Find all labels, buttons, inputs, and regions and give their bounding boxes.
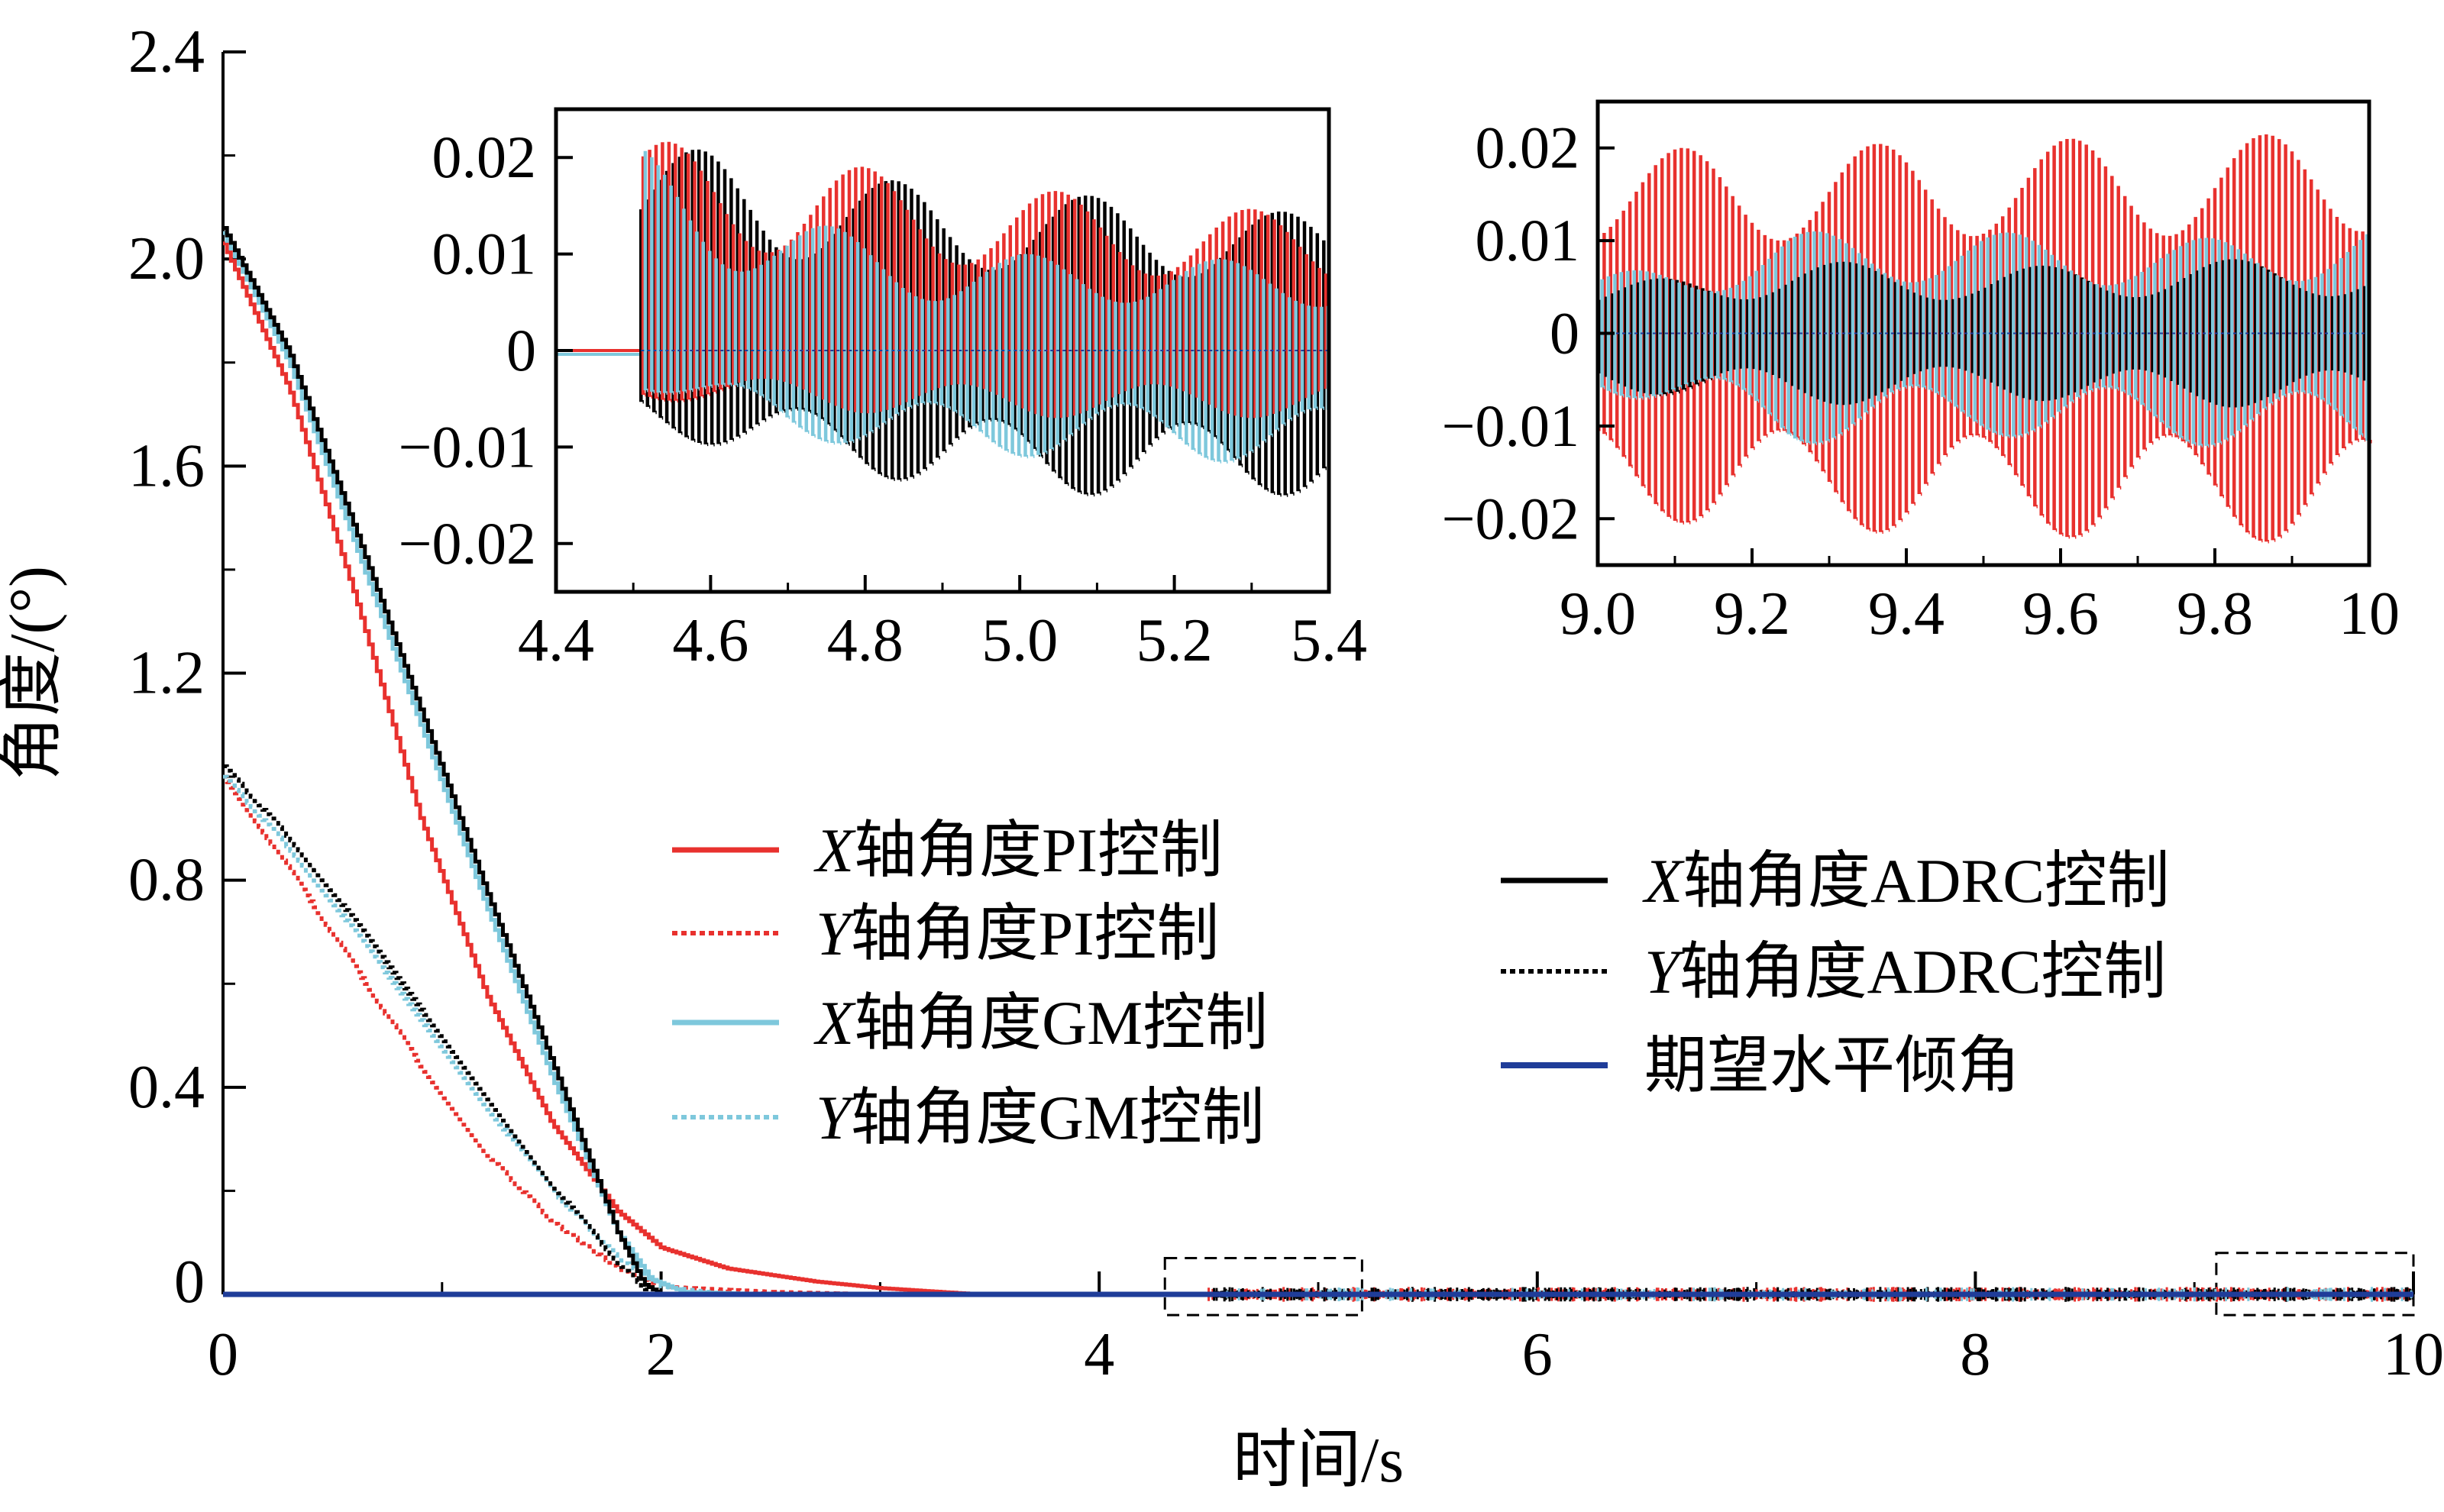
inset-x-tick-label: 9.6 [2022,580,2099,648]
inset-x-tick-label: 4.8 [827,607,904,674]
legend: X轴角度PI控制Y轴角度PI控制X轴角度GM控制Y轴角度GM控制X轴角度ADRC… [672,816,2170,1152]
x-axis-label: 时间/s [1233,1425,1404,1496]
zoom-boxes [1163,1252,2415,1317]
legend-text: 轴角度PI控制 [851,899,1220,968]
y-tick-label: 1.6 [128,432,205,499]
inset-1: −0.02 −0.01 0 0.01 0.02 4.4 4.6 4.8 5.0 5.2 5.4 [399,107,1367,674]
y-tick-label: 1.2 [128,640,205,707]
legend-label-x_adrc: X轴角度ADRC控制 [1642,846,2170,916]
zoom-box [2215,1252,2415,1317]
legend-text: 轴角度GM控制 [851,1083,1265,1152]
legend-text: 期望水平倾角 [1644,1031,2020,1100]
y-tick-label: 0.4 [128,1054,205,1121]
series-line-x_adrc [223,226,663,1294]
inset-x-tick-label: 10 [2339,580,2400,648]
legend-text: 轴角度PI控制 [854,816,1223,885]
y-tick-label: 0 [174,1249,205,1316]
inset-y-tick-label: 0 [506,317,536,383]
inset-x-tick-label: 5.2 [1136,607,1213,674]
inset-y-tick-label: −0.02 [1442,485,1580,551]
legend-label-ref: 期望水平倾角 [1644,1031,2020,1100]
y-tick-label: 0.8 [128,847,205,914]
inset-x-tick-label: 4.4 [518,607,594,674]
inset-y-tick-label: 0.01 [1476,207,1580,273]
legend-text: 轴角度ADRC控制 [1683,846,2170,916]
inset-y-tick-label: −0.01 [399,413,537,480]
legend-axis-letter: Y [1644,937,1685,1006]
series-line-y_adrc [223,764,651,1294]
inset-x-tick-label: 4.6 [672,607,748,674]
legend-text: 轴角度GM控制 [854,988,1268,1058]
legend-axis-letter: X [813,988,856,1058]
inset-x-tick-label: 9.0 [1560,580,1636,648]
x-tick-label: 4 [1084,1321,1114,1388]
legend-label-y_gm: Y轴角度GM控制 [816,1083,1265,1152]
inset-y-tick-label: 0.01 [432,221,537,287]
inset-x-tick-label: 5.0 [981,607,1058,674]
inset-y-tick-label: 0.02 [432,124,537,190]
x-tick-label: 0 [208,1321,238,1388]
inset-y-tick-label: 0 [1550,300,1579,367]
inset-x-tick-label: 9.4 [1868,580,1945,648]
y-tick-label: 2.4 [128,18,205,86]
x-tick-label: 6 [1522,1321,1553,1388]
y-axis-label: 角度/(°) [0,566,68,780]
inset-x-tick-label: 5.4 [1291,607,1367,674]
inset-signal-adrc [639,149,1327,497]
x-tick-label: 8 [1960,1321,1990,1388]
legend-text: 轴角度ADRC控制 [1679,937,2167,1006]
legend-axis-letter: Y [816,1083,856,1152]
y-tick-label: 2.0 [128,225,205,292]
main-plot: 0 0.4 0.8 1.2 1.6 2.0 2.4 0 2 4 6 8 10 [128,18,2444,1388]
inset-y-tick-label: 0.02 [1476,115,1580,181]
series-line-y_gm [223,774,726,1296]
main-series [223,226,2413,1297]
legend-label-x_pi: X轴角度PI控制 [813,816,1223,885]
legend-label-y_pi: Y轴角度PI控制 [816,899,1220,968]
x-tick-label: 10 [2383,1321,2444,1388]
inset-x-tick-label: 9.2 [1714,580,1790,648]
legend-label-y_adrc: Y轴角度ADRC控制 [1644,937,2166,1006]
inset-2: −0.02 −0.01 0 0.01 0.02 9.0 9.2 9.4 9.6 9.8 10 [1442,99,2400,648]
legend-axis-letter: X [813,816,856,885]
inset-signal-gm [643,150,1331,464]
series-line-y_pi [223,774,880,1297]
legend-label-x_gm: X轴角度GM控制 [813,988,1268,1058]
inset-x-tick-label: 9.8 [2177,580,2253,648]
inset-y-tick-label: −0.02 [399,510,537,577]
zoom-box [1163,1257,1363,1317]
legend-axis-letter: Y [816,899,856,968]
x-tick-label: 2 [646,1321,677,1388]
legend-axis-letter: X [1642,846,1685,916]
inset-y-tick-label: −0.01 [1442,393,1580,459]
main-axes: 0 0.4 0.8 1.2 1.6 2.0 2.4 0 2 4 6 8 10 [128,18,2444,1388]
